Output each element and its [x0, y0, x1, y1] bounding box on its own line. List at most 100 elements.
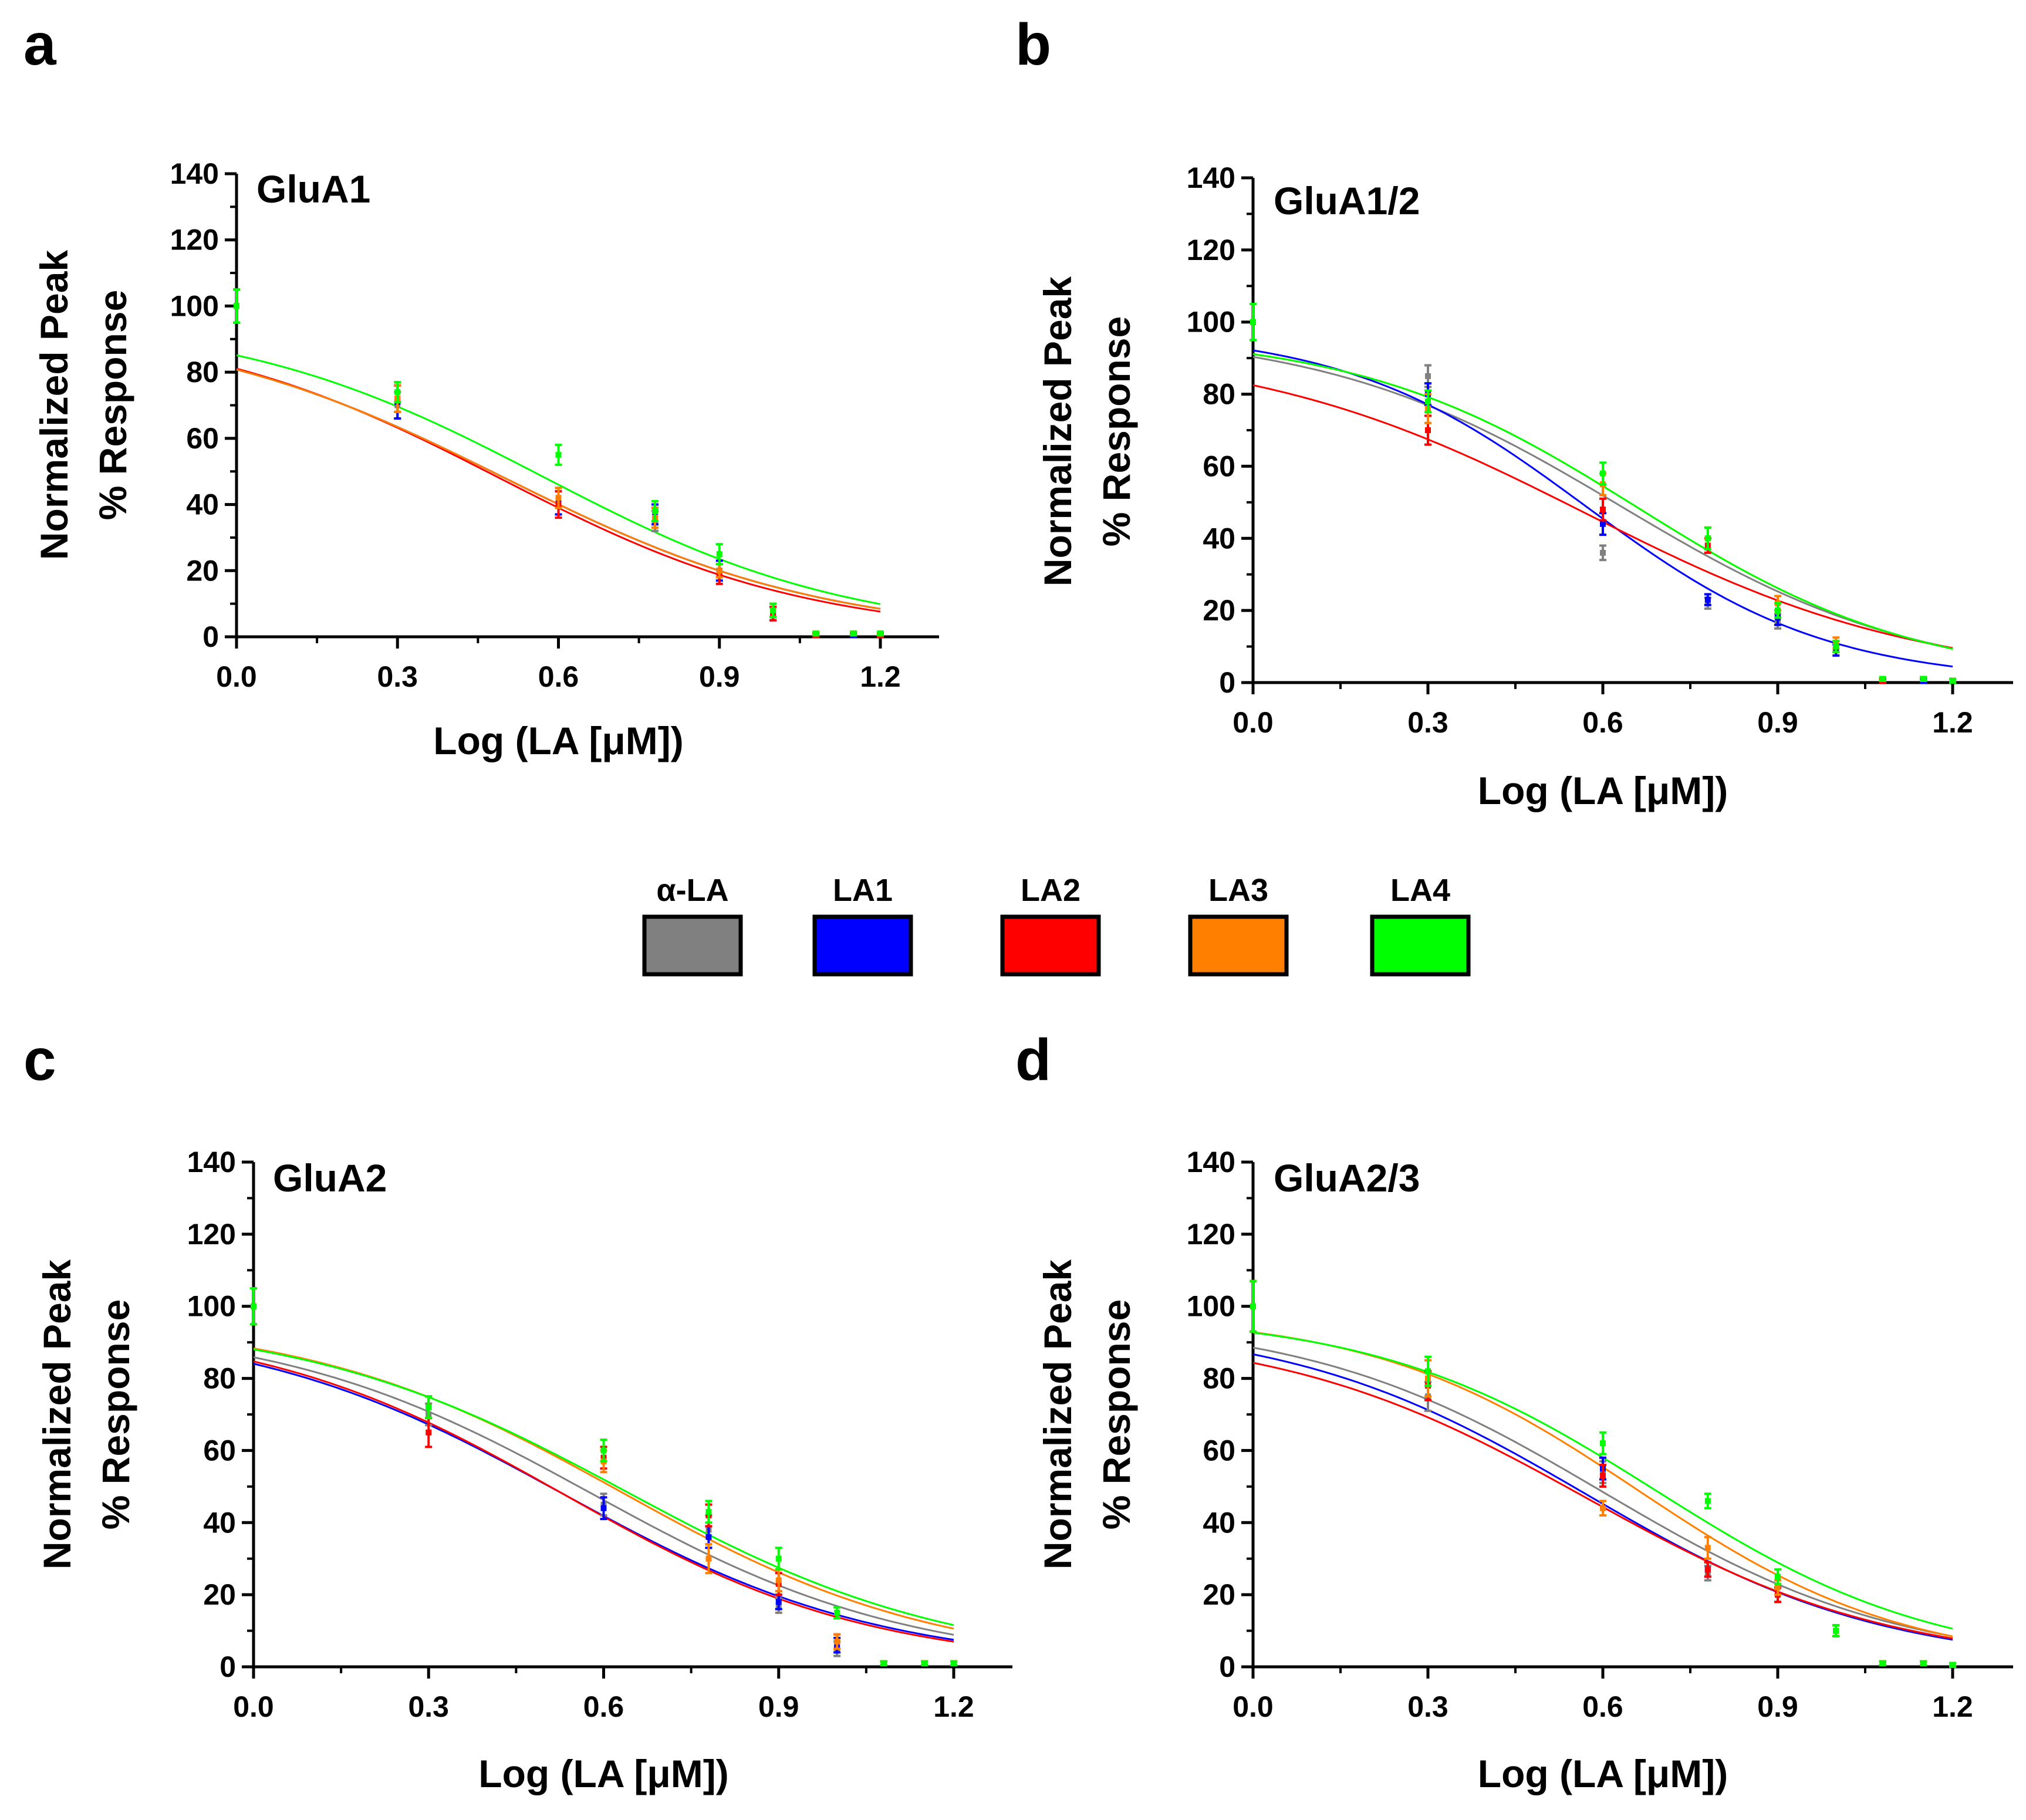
x-tick-label: 1.2	[1932, 706, 1973, 739]
y-tick-label: 60	[1203, 1434, 1235, 1467]
data-point	[769, 602, 777, 619]
marker-LA2	[1600, 507, 1606, 513]
marker-α-LA	[1425, 373, 1431, 379]
data-point	[600, 1439, 607, 1463]
data-point	[394, 381, 401, 403]
x-tick-label: 0.9	[758, 1690, 799, 1723]
y-tick-label: 140	[1187, 161, 1235, 194]
y-tick-label: 120	[187, 1218, 236, 1251]
data-point	[1704, 526, 1711, 551]
marker-LA3	[775, 1577, 782, 1583]
fit-curve-α-LA	[1252, 1346, 1953, 1637]
marker-α-LA	[1600, 549, 1606, 556]
marker-LA4	[1425, 1368, 1431, 1375]
data-point	[833, 1633, 841, 1650]
legend-label: LA3	[1208, 873, 1268, 908]
marker-LA4	[1600, 470, 1606, 477]
y-tick-label: 20	[1203, 1578, 1235, 1611]
marker-LA4	[251, 1303, 256, 1309]
data-point	[1920, 676, 1927, 682]
marker-LA1	[775, 1599, 782, 1605]
legend-swatch	[812, 914, 913, 977]
marker-LA2	[1704, 1566, 1711, 1573]
y-tick-label: 0	[202, 620, 219, 653]
data-point	[880, 1660, 887, 1666]
marker-LA4	[1425, 398, 1431, 404]
data-point	[1920, 1660, 1927, 1666]
y-tick-label: 140	[1187, 1146, 1235, 1179]
y-tick-label: 40	[1203, 1506, 1235, 1539]
data-point	[1599, 461, 1606, 486]
panel-title: GluA2/3	[1274, 1156, 1420, 1200]
y-tick-label: 100	[187, 1290, 236, 1323]
legend-entry: LA4	[1370, 873, 1471, 977]
marker-LA3	[1775, 1584, 1781, 1591]
fit-curve-LA4	[236, 354, 881, 605]
y-tick-label: 60	[1203, 450, 1235, 482]
marker-LA4	[1833, 1627, 1839, 1634]
panel-c: c 0 20 40 60 80 100 120 140 0.0 0.3 0.6 0.9 1.2 Log (L…	[23, 1027, 1012, 1795]
panel-letter: d	[1015, 1027, 1051, 1093]
data-point	[1599, 1431, 1606, 1456]
y-tick-label: 100	[1187, 306, 1235, 339]
marker-LA4	[1704, 1498, 1711, 1504]
x-tick-label: 0.9	[699, 660, 740, 693]
marker-LA4	[1950, 677, 1956, 684]
marker-LA3	[1600, 1505, 1606, 1511]
marker-LA1	[1600, 521, 1606, 527]
data-point	[705, 1500, 713, 1524]
marker-LA4	[1704, 535, 1711, 542]
marker-LA1	[600, 1505, 607, 1511]
x-tick-label: 0.0	[1233, 706, 1274, 739]
marker-LA4	[716, 551, 722, 558]
marker-LA4	[880, 1660, 887, 1666]
data-point	[1879, 676, 1886, 682]
y-tick-label: 120	[1187, 1218, 1235, 1251]
legend-label: LA1	[833, 873, 893, 908]
x-tick-label: 1.2	[933, 1690, 974, 1723]
y-axis-label-line1: Normalized Peak	[32, 250, 76, 560]
x-axis-label: Log (LA [μM])	[1478, 769, 1728, 812]
data-point	[1704, 1493, 1711, 1510]
y-tick-label: 100	[1187, 1290, 1235, 1323]
marker-LA4	[394, 389, 401, 395]
data-point	[600, 1496, 607, 1521]
y-tick-label: 120	[170, 224, 219, 256]
marker-LA4	[1920, 676, 1927, 682]
x-tick-label: 0.9	[1757, 706, 1798, 739]
y-tick-label: 140	[187, 1146, 236, 1179]
y-tick-label: 20	[186, 554, 219, 587]
data-point	[1832, 640, 1840, 653]
data-point	[950, 1660, 957, 1666]
marker-LA4	[426, 1404, 432, 1410]
legend-swatch	[1000, 914, 1101, 977]
marker-LA4	[555, 452, 562, 458]
marker-LA4	[234, 303, 239, 309]
y-tick-label: 100	[170, 289, 219, 322]
marker-LA4	[813, 630, 819, 637]
data-point	[1949, 1662, 1956, 1668]
x-tick-label: 0.6	[1582, 706, 1623, 739]
marker-LA4	[775, 1555, 782, 1562]
marker-LA4	[1833, 643, 1839, 650]
y-tick-label: 60	[186, 422, 219, 455]
marker-LA4	[1775, 607, 1781, 614]
data-point	[1879, 1660, 1886, 1666]
marker-LA2	[1600, 1473, 1606, 1479]
data-point	[1424, 389, 1431, 414]
x-tick-label: 0.3	[377, 660, 418, 693]
y-tick-label: 40	[1203, 522, 1235, 555]
legend-entry: LA3	[1188, 873, 1289, 977]
data-point	[812, 630, 820, 637]
marker-LA4	[921, 1660, 928, 1666]
x-tick-label: 1.2	[1932, 1690, 1973, 1723]
fit-curve-LA3	[253, 1347, 954, 1630]
x-tick-label: 0.3	[1407, 706, 1448, 739]
data-point	[1599, 1500, 1606, 1517]
fit-curve-LA1	[1252, 1353, 1953, 1641]
x-tick-label: 0.3	[1407, 1690, 1448, 1723]
legend-swatch	[642, 914, 743, 977]
y-tick-label: 140	[170, 157, 219, 190]
legend-label: α-LA	[656, 873, 728, 908]
